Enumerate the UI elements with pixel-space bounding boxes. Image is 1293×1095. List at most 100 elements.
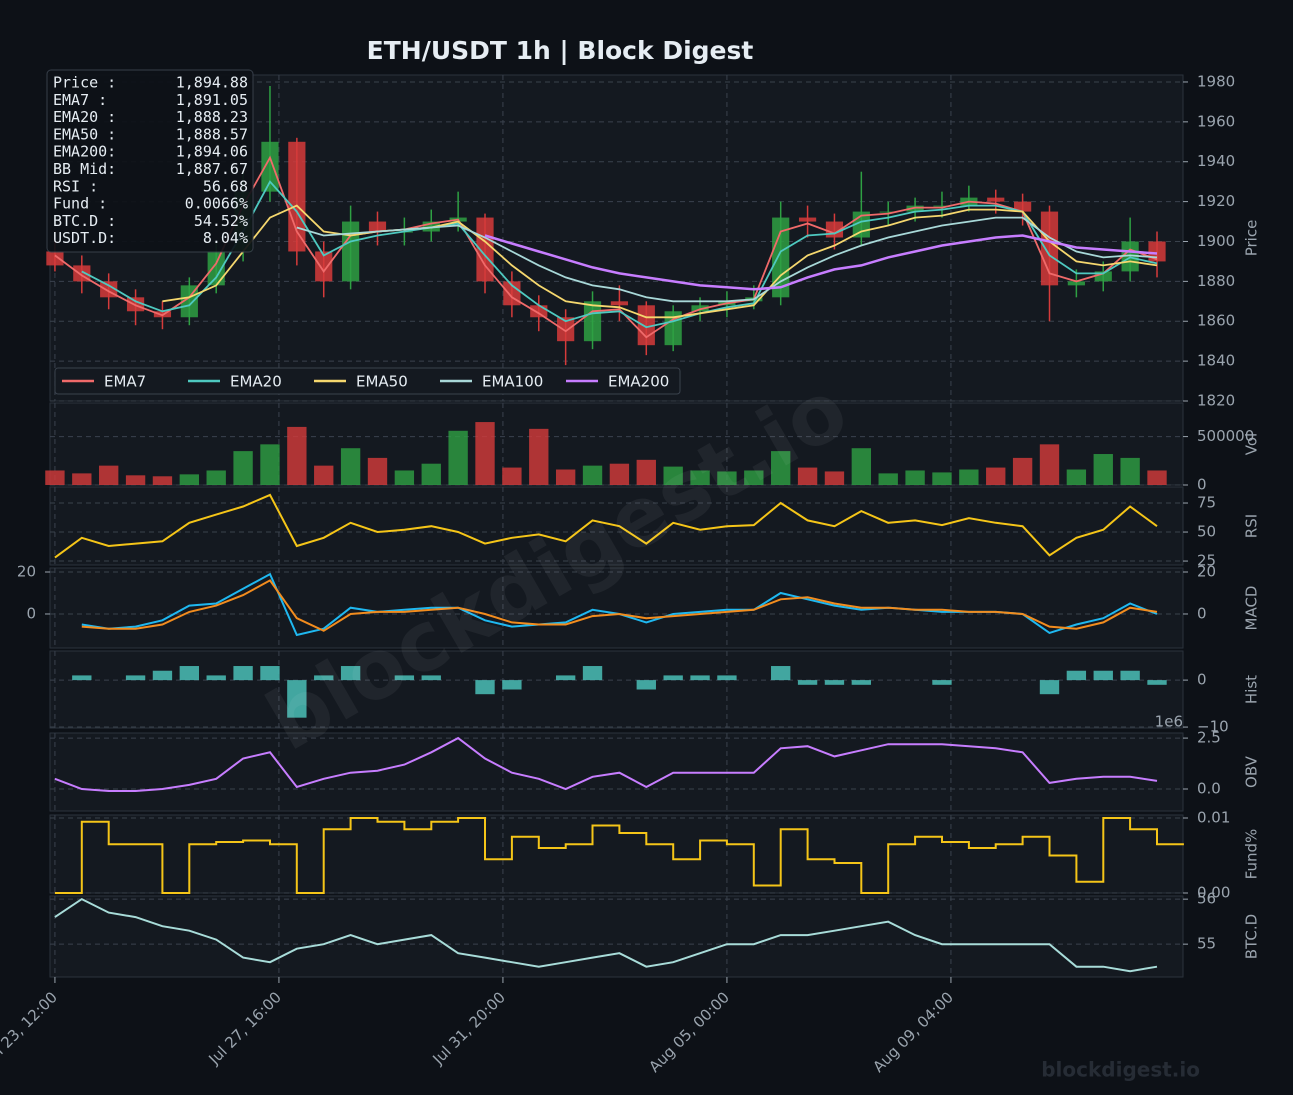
bar (1066, 469, 1087, 485)
bar (1120, 457, 1140, 485)
y-tick-label: 1840 (1197, 352, 1235, 370)
bar (717, 675, 737, 681)
candle-body (1148, 241, 1166, 262)
panel (49, 895, 1184, 978)
bar (179, 474, 200, 485)
bar (152, 670, 173, 681)
info-label: BTC.D : (53, 212, 116, 230)
y-axis-label: MACD (1243, 586, 1261, 631)
bar (555, 469, 576, 485)
candle-body (798, 217, 817, 222)
bar (636, 459, 656, 485)
bar (582, 666, 603, 681)
candle-body (530, 305, 548, 318)
bar (206, 675, 226, 681)
bar (475, 422, 495, 485)
bar (340, 448, 361, 485)
y-tick-label: 1820 (1197, 392, 1235, 410)
bar (771, 451, 791, 485)
bar (878, 473, 898, 485)
bar (932, 472, 952, 485)
info-value: 1,894.06 (176, 143, 248, 161)
candle-body (1121, 241, 1139, 272)
candle-body (180, 285, 198, 318)
bar (260, 666, 280, 681)
bar (233, 451, 253, 485)
y-tick-label-left: 0 (26, 604, 36, 622)
candle-body (476, 217, 494, 282)
y-axis-label: Vol (1243, 433, 1261, 455)
y-tick-label: 0 (1197, 604, 1207, 622)
bar (394, 470, 415, 485)
bar (1147, 680, 1167, 685)
candle-body (1014, 201, 1032, 212)
step-line (54, 817, 1184, 894)
bar (797, 680, 818, 685)
candle-body (261, 141, 279, 192)
candle-body (315, 251, 333, 282)
y-tick-label: 0.01 (1197, 809, 1230, 827)
candle-body (1094, 271, 1112, 282)
bar (502, 467, 522, 485)
y-tick-label: 1960 (1197, 112, 1235, 130)
info-label: RSI : (53, 177, 98, 195)
y-tick-label: 1920 (1197, 192, 1235, 210)
bar (314, 675, 334, 681)
candle-body (987, 197, 1005, 202)
bar (690, 470, 710, 485)
bar (690, 675, 710, 681)
bar (663, 675, 683, 681)
y-axis-label: RSI (1243, 514, 1261, 538)
bar (824, 471, 845, 485)
bar (367, 457, 388, 485)
bar (233, 666, 253, 681)
info-box: Price : 1,894.88 EMA7 : 1,891.05 EMA20 : 1,88… (46, 69, 254, 253)
ema-line (81, 180, 1158, 329)
info-value: 1,894.88 (176, 74, 248, 92)
info-value: 1,887.67 (176, 160, 248, 178)
line (54, 493, 1158, 559)
ema-line (296, 216, 1158, 303)
y-tick-label: 0.00 (1197, 884, 1230, 902)
bar (502, 680, 522, 690)
panel (49, 567, 1184, 649)
bar (448, 430, 468, 485)
bar (72, 473, 92, 485)
bar (125, 475, 146, 485)
panel (49, 732, 1184, 812)
y-tick-label: 500000 (1197, 427, 1254, 445)
ema-line (162, 204, 1158, 319)
bar (314, 465, 334, 485)
candle-body (906, 205, 924, 212)
candle-body (933, 205, 951, 207)
candle-body (691, 305, 709, 312)
candle-body (1040, 211, 1059, 286)
legend-label: EMA50 (356, 373, 408, 391)
bar (206, 470, 226, 485)
y-tick-label-left: 20 (17, 562, 36, 580)
bar (1120, 670, 1140, 681)
bar (1039, 680, 1060, 695)
y-tick-label: −10 (1197, 718, 1229, 736)
info-value: 54.52% (194, 212, 248, 230)
y-tick-label: 0 (1197, 671, 1207, 689)
candle-body (557, 317, 575, 342)
y-tick-label: 20 (1197, 562, 1216, 580)
candle-body (610, 301, 629, 306)
info-value: 56.68 (203, 177, 248, 195)
info-label: EMA50 : (53, 125, 116, 143)
plots: 1820 1840 1860 1880 1900 1920 1940 1960 1980 Pric… (0, 69, 1261, 1076)
y-axis-label: Hist (1243, 675, 1261, 704)
candle-body (879, 211, 897, 213)
legend: EMA7 EMA20 EMA50 EMA100 EMA200 (54, 367, 681, 395)
y-axis-label: Price (1243, 220, 1261, 257)
bar (744, 470, 764, 485)
candle-body (368, 221, 387, 232)
y-tick-label: 1880 (1197, 272, 1235, 290)
bar (1093, 454, 1113, 485)
legend-label: EMA7 (104, 373, 146, 391)
info-label: BB Mid: (53, 160, 116, 178)
y-tick-label: 75 (1197, 494, 1216, 512)
watermark-corner: blockdigest.io (1041, 1058, 1200, 1082)
